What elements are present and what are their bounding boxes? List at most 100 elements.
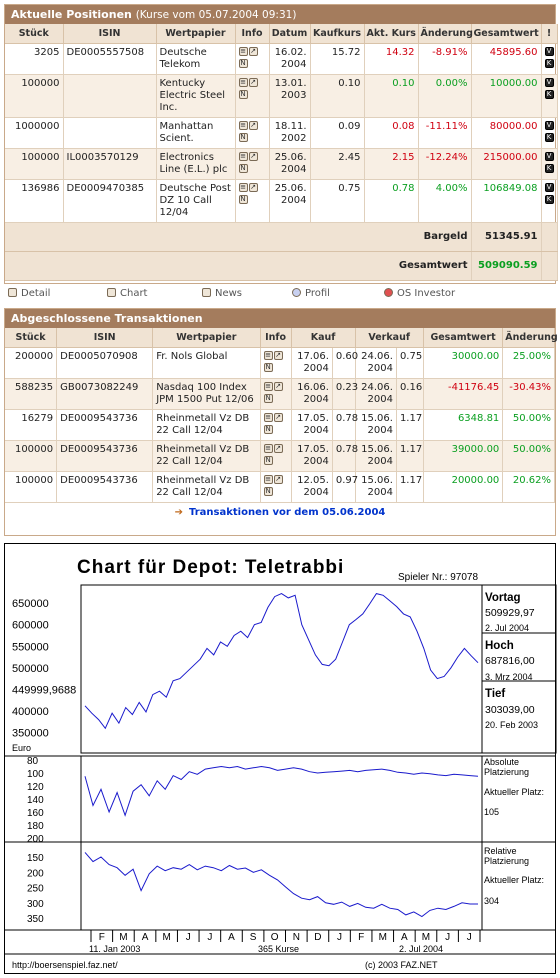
sell-icon[interactable]: V [544,46,554,56]
detail-icon [8,288,17,297]
col-wertpapier[interactable]: Wertpapier [156,24,236,44]
profile-icon [292,288,301,297]
cell-datum: 25.06. 2004 [269,148,311,180]
col-gesamtwert[interactable]: Gesamtwert [471,24,542,44]
cell-kaufkurs: 2.45 [310,148,365,180]
news-icon[interactable]: N [238,89,248,99]
cell-kaufkurs: 0.09 [310,117,365,149]
tcol-stueck[interactable]: Stück [5,328,58,348]
chart-icon[interactable]: ↗ [248,77,258,87]
detail-icon[interactable]: ≡ [238,151,248,161]
buy-icon[interactable]: K [544,194,554,204]
chart-icon[interactable]: ↗ [248,46,258,56]
news-icon[interactable]: N [263,486,273,496]
detail-icon[interactable]: ≡ [238,46,248,56]
chart-icon[interactable]: ↗ [273,474,283,484]
tcol-gesamtwert[interactable]: Gesamtwert [423,328,504,348]
cell-gesamtwert: 6348.81 [423,409,504,441]
position-row[interactable]: 100000 IL0003570129 Electronics Line (E.L.… [5,148,558,180]
cell-verkauf-datum: 15.06. 2004 [355,409,397,441]
cell-wertpapier[interactable]: Rheinmetall Vz DB 22 Call 12/04 [152,471,261,503]
cell-wertpapier[interactable]: Manhattan Scient. [156,117,236,149]
position-row[interactable]: 1000000 Manhattan Scient. ≡ ↗ N 18.11. 2002 0.… [5,117,558,149]
chart-icon[interactable]: ↗ [248,120,258,130]
detail-icon[interactable]: ≡ [238,77,248,87]
col-isin[interactable]: ISIN [63,24,157,44]
detail-icon[interactable]: ≡ [263,412,273,422]
buy-icon[interactable]: K [544,89,554,99]
main-y-tick: 650000 [12,598,49,610]
tcol-isin[interactable]: ISIN [56,328,154,348]
chart-icon[interactable]: ↗ [248,151,258,161]
col-stueck[interactable]: Stück [5,24,64,44]
chart-icon [107,288,116,297]
tcol-info: Info [260,328,292,348]
sell-icon[interactable]: V [544,77,554,87]
detail-icon[interactable]: ≡ [263,381,273,391]
news-icon[interactable]: N [238,132,248,142]
detail-icon[interactable]: ≡ [263,443,273,453]
news-icon[interactable]: N [263,455,273,465]
cell-wertpapier[interactable]: Electronics Line (E.L.) plc [156,148,236,180]
legend-os-investor-label: OS Investor [397,288,456,299]
transaction-row[interactable]: 100000 DE0009543736 Rheinmetall Vz DB 22 C… [5,471,555,503]
news-icon[interactable]: N [263,393,273,403]
cell-aenderung: -11.11% [418,117,472,149]
cell-wertpapier[interactable]: Fr. Nols Global [152,347,261,379]
tcol-verkauf[interactable]: Verkauf [355,328,424,348]
buy-icon[interactable]: K [544,163,554,173]
news-icon[interactable]: N [238,194,248,204]
transaction-row[interactable]: 16279 DE0009543736 Rheinmetall Vz DB 22 Ca… [5,409,555,441]
buy-icon[interactable]: K [544,132,554,142]
tcol-aenderung[interactable]: Änderung [502,328,558,348]
news-icon[interactable]: N [263,362,273,372]
detail-icon[interactable]: ≡ [263,350,273,360]
chart-icon[interactable]: ↗ [273,350,283,360]
cell-wertpapier[interactable]: Nasdaq 100 Index JPM 1500 Put 12/06 [152,378,261,410]
news-icon[interactable]: N [263,424,273,434]
cell-wertpapier[interactable]: Rheinmetall Vz DB 22 Call 12/04 [152,440,261,472]
sell-icon[interactable]: V [544,182,554,192]
older-transactions-label[interactable]: Transaktionen vor dem 05.06.2004 [189,506,386,518]
position-row[interactable]: 100000 Kentucky Electric Steel Inc. ≡ ↗ N 13.… [5,74,558,118]
cell-wertpapier[interactable]: Rheinmetall Vz DB 22 Call 12/04 [152,409,261,441]
month-label: A [228,932,235,943]
cell-wertpapier[interactable]: Kentucky Electric Steel Inc. [156,74,236,118]
cell-wertpapier[interactable]: Deutsche Telekom [156,43,236,75]
tcol-kauf[interactable]: Kauf [291,328,356,348]
detail-icon[interactable]: ≡ [263,474,273,484]
chart-icon[interactable]: ↗ [273,443,283,453]
news-icon[interactable]: N [238,163,248,173]
transaction-row[interactable]: 200000 DE0005070908 Fr. Nols Global ≡ ↗ N 17.0… [5,347,555,379]
older-transactions-link[interactable]: ➔ Transaktionen vor dem 05.06.2004 [5,503,555,522]
buy-icon[interactable]: K [544,58,554,68]
relative-y-tick: 150 [27,853,44,864]
detail-icon[interactable]: ≡ [238,182,248,192]
transaction-row[interactable]: 100000 DE0009543736 Rheinmetall Vz DB 22 C… [5,440,555,472]
absolute-rank-line [84,765,479,817]
col-akt-kurs[interactable]: Akt. Kurs [364,24,419,44]
col-aenderung[interactable]: Änderung [418,24,473,44]
position-row[interactable]: 136986 DE0009470385 Deutsche Post DZ 10 Ca… [5,179,558,223]
cell-info: ≡ ↗ N [235,148,270,180]
detail-icon[interactable]: ≡ [238,120,248,130]
transaction-row[interactable]: 588235 GB0073082249 Nasdaq 100 Index JPM 1… [5,378,555,410]
sell-icon[interactable]: V [544,120,554,130]
cell-isin: DE0009543736 [56,409,154,441]
col-datum[interactable]: Datum [269,24,311,44]
cell-stueck: 1000000 [5,117,64,149]
position-row[interactable]: 3205 DE0005557508 Deutsche Telekom ≡ ↗ N 16.02… [5,43,558,75]
tcol-wertpapier[interactable]: Wertpapier [152,328,261,348]
chart-icon[interactable]: ↗ [248,182,258,192]
cell-wertpapier[interactable]: Deutsche Post DZ 10 Call 12/04 [156,179,236,223]
chart-icon[interactable]: ↗ [273,381,283,391]
col-kaufkurs[interactable]: Kaufkurs [310,24,365,44]
month-label: F [358,932,364,943]
cell-gesamtwert: 30000.00 [423,347,504,379]
chart-icon[interactable]: ↗ [273,412,283,422]
sell-icon[interactable]: V [544,151,554,161]
cell-isin: DE0005557508 [63,43,157,75]
news-icon[interactable]: N [238,58,248,68]
chart-footer-left[interactable]: http://boersenspiel.faz.net/ [12,960,118,970]
